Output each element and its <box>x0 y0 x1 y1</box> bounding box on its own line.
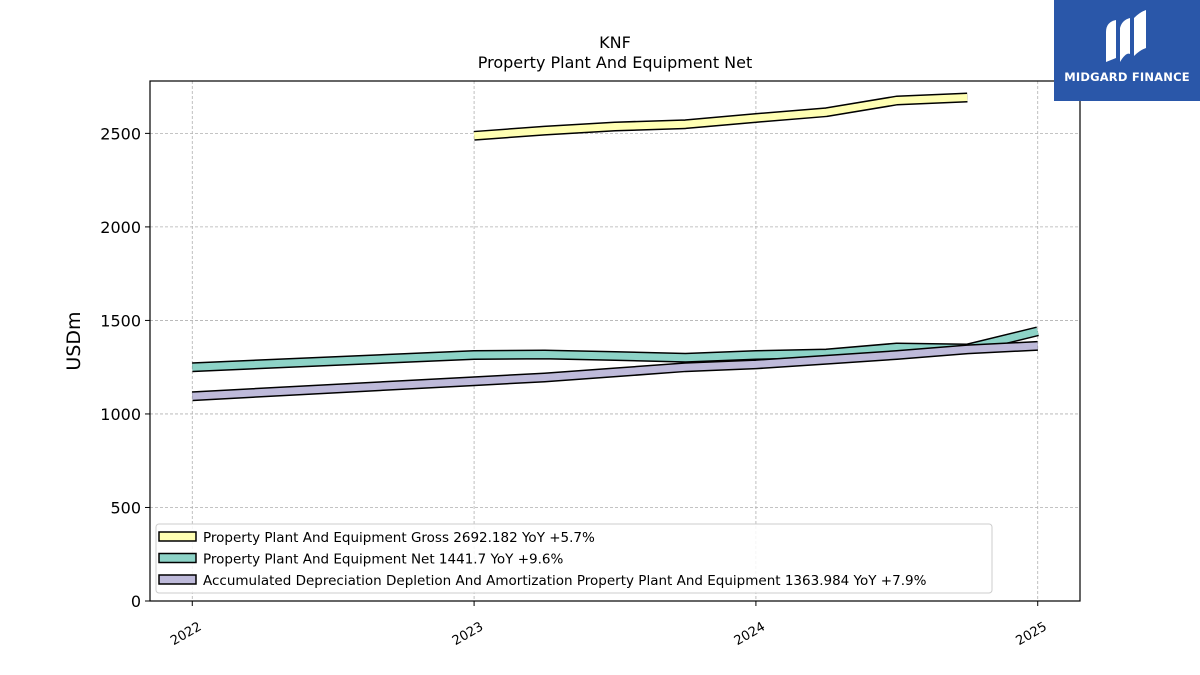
y-tick-label: 1000 <box>100 405 141 424</box>
y-tick-label: 1500 <box>100 311 141 330</box>
midgard-finance-logo: MIDGARD FINANCE <box>1054 0 1200 101</box>
legend-swatch <box>158 531 197 542</box>
chart-subtitle: Property Plant And Equipment Net <box>478 53 753 72</box>
midgard-logo-mark-icon <box>1106 10 1146 62</box>
y-axis-label: USDm <box>63 311 85 370</box>
legend-swatch <box>158 552 197 564</box>
legend-swatch <box>158 574 197 585</box>
series-line-3 <box>192 340 1038 402</box>
legend-item: Accumulated Depreciation Depletion And A… <box>158 573 927 589</box>
grid-lines <box>150 81 1080 602</box>
legend-item: Property Plant And Equipment Gross 2692.… <box>158 530 595 546</box>
y-tick-label: 2000 <box>100 218 141 237</box>
y-axis: 0 500 1000 1500 2000 2500 <box>100 124 150 611</box>
x-tick-label: 2023 <box>450 619 486 649</box>
y-tick-label: 0 <box>131 592 141 611</box>
chart-title: KNF <box>599 33 631 52</box>
legend-label: Accumulated Depreciation Depletion And A… <box>203 573 927 589</box>
legend: Property Plant And Equipment Gross 2692.… <box>155 523 993 594</box>
series-stroke <box>192 342 1038 400</box>
series-layer <box>192 92 1039 402</box>
legend-label: Property Plant And Equipment Gross 2692.… <box>203 530 595 546</box>
legend-label: Property Plant And Equipment Net 1441.7 … <box>203 552 563 568</box>
y-tick-label: 500 <box>110 498 141 517</box>
x-tick-label: 2022 <box>168 619 204 649</box>
logo-text: MIDGARD FINANCE <box>1064 70 1190 84</box>
legend-item: Property Plant And Equipment Net 1441.7 … <box>158 552 563 568</box>
x-tick-label: 2025 <box>1014 619 1050 649</box>
series-stroke <box>473 94 968 140</box>
series-line-1 <box>473 92 968 141</box>
legend-box <box>155 523 993 594</box>
x-tick-label: 2024 <box>732 619 768 649</box>
plot-frame <box>149 80 1081 602</box>
x-axis: 2022 2023 2024 2025 <box>168 601 1050 649</box>
y-tick-label: 2500 <box>100 124 141 143</box>
